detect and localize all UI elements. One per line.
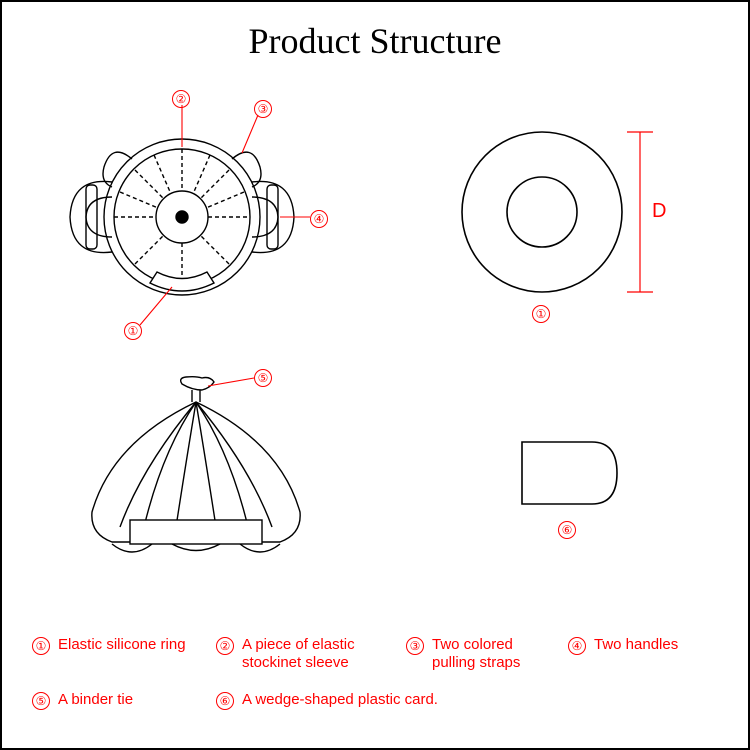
callout-5: ⑤ [254, 366, 272, 387]
dimension-d-label: D [652, 200, 666, 223]
legend-item-5: ⑤ A binder tie [32, 691, 204, 710]
callout-6: ⑥ [558, 518, 576, 539]
legend-item-6: ⑥ A wedge-shaped plastic card. [216, 691, 438, 710]
diagram-assembly: ② ③ ④ ① [32, 97, 332, 337]
diagram-ring: D ① [422, 102, 712, 332]
diagram-wedge: ⑥ [492, 422, 642, 562]
legend-item-3: ③ Two coloredpulling straps [406, 636, 556, 674]
diagram-bag: ⑤ [52, 372, 332, 572]
legend-item-2: ② A piece of elasticstockinet sleeve [216, 636, 394, 674]
callout-2: ② [172, 87, 190, 108]
page-title: Product Structure [2, 20, 748, 62]
callout-ring-1: ① [532, 302, 550, 323]
callout-3: ③ [254, 97, 272, 118]
callout-4: ④ [310, 207, 328, 228]
callout-1: ① [124, 319, 142, 340]
legend-item-4: ④ Two handles [568, 636, 698, 674]
legend-item-1: ① Elastic silicone ring [32, 636, 204, 674]
legend: ① Elastic silicone ring ② A piece of ela… [32, 636, 718, 729]
